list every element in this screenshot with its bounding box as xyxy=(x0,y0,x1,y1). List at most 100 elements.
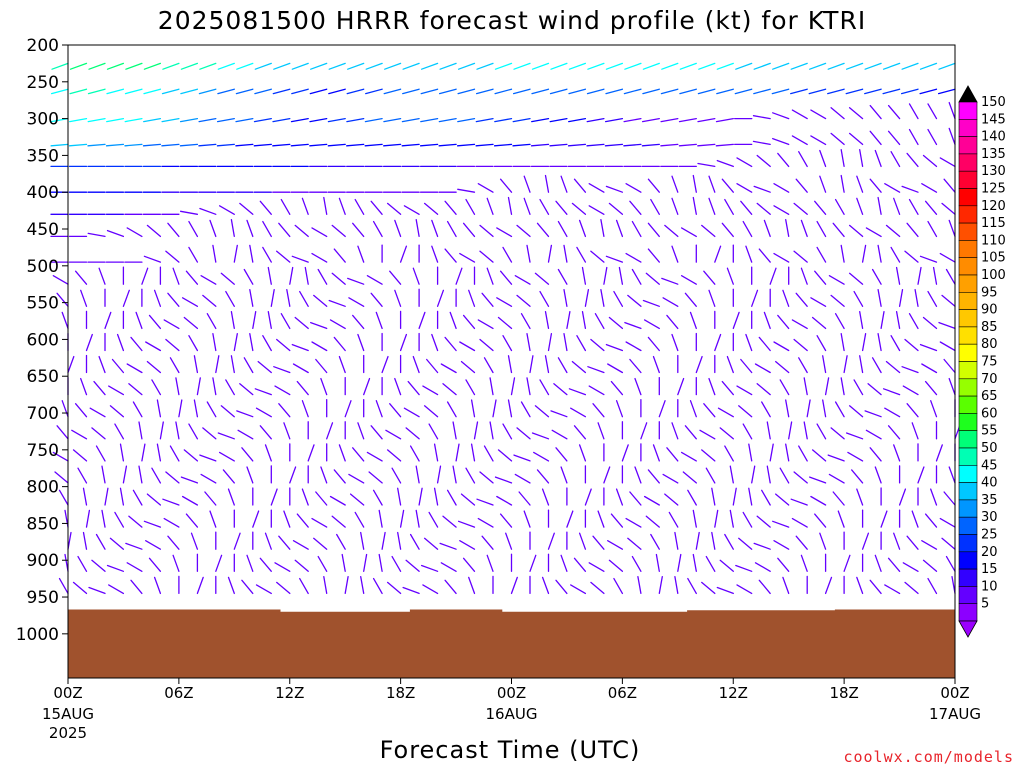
colorbar-segment xyxy=(958,326,978,345)
wind-barb xyxy=(241,447,254,462)
wind-barb xyxy=(893,532,901,550)
wind-barb xyxy=(526,333,531,352)
wind-barb xyxy=(438,117,457,123)
colorbar-label: 125 xyxy=(981,182,1006,197)
wind-barb xyxy=(296,513,309,528)
wind-barb xyxy=(468,576,476,595)
wind-barb xyxy=(590,581,605,595)
wind-barb xyxy=(439,62,457,70)
wind-barb xyxy=(368,471,383,484)
wind-barb xyxy=(753,185,771,193)
wind-barb xyxy=(74,403,88,418)
wind-barb xyxy=(856,576,864,595)
wind-barb xyxy=(386,202,402,215)
wind-barb xyxy=(423,405,439,418)
wind-barb xyxy=(67,355,75,374)
wind-barb xyxy=(391,467,402,484)
wind-barb xyxy=(678,117,697,123)
colorbar: 1501451401351301251201151101051009590858… xyxy=(958,85,1006,638)
colorbar-label: 85 xyxy=(981,320,998,335)
wind-barb xyxy=(623,117,642,123)
wind-barb xyxy=(627,537,642,550)
wind-barb xyxy=(724,198,734,215)
wind-barb xyxy=(346,88,365,95)
wind-barb xyxy=(243,357,254,374)
wind-barb xyxy=(153,576,162,595)
wind-barb xyxy=(830,132,845,146)
wind-barb xyxy=(202,294,217,307)
wind-barb xyxy=(272,88,291,95)
wind-barb xyxy=(85,509,91,528)
wind-barb xyxy=(138,421,143,440)
wind-barb xyxy=(328,88,346,95)
wind-barb xyxy=(859,149,864,168)
wind-barb xyxy=(603,466,611,484)
wind-barb xyxy=(890,246,901,263)
wind-barb xyxy=(72,449,88,462)
wind-barb xyxy=(175,377,180,396)
wind-barb xyxy=(822,355,827,374)
wind-barb xyxy=(446,401,457,418)
wind-barb xyxy=(179,210,199,215)
colorbar-segment xyxy=(958,568,978,587)
colorbar-label: 105 xyxy=(981,251,1006,266)
wind-barb xyxy=(631,268,642,285)
wind-barb xyxy=(697,143,716,147)
wind-barb xyxy=(167,535,180,550)
wind-barb xyxy=(758,248,771,263)
wind-barb xyxy=(465,467,476,484)
wind-barb xyxy=(148,557,162,572)
wind-barb xyxy=(87,143,106,147)
wind-barb xyxy=(193,355,199,374)
wind-barb xyxy=(629,200,642,215)
wind-barb xyxy=(751,465,756,484)
colorbar-label: 145 xyxy=(981,112,1006,127)
wind-barb xyxy=(715,143,734,147)
wind-barb xyxy=(188,423,199,440)
wind-barb xyxy=(301,488,309,506)
wind-barb xyxy=(363,553,368,572)
wind-barb xyxy=(772,62,790,70)
wind-barb xyxy=(716,88,734,95)
wind-barb xyxy=(791,319,808,330)
wind-barb xyxy=(465,379,476,396)
wind-barb xyxy=(811,316,827,330)
wind-barb xyxy=(736,584,753,595)
wind-barb xyxy=(88,62,106,70)
wind-barb xyxy=(276,338,291,352)
wind-barb xyxy=(264,532,272,550)
wind-barb xyxy=(124,117,143,123)
wind-barb xyxy=(795,535,808,550)
wind-barb xyxy=(555,579,568,595)
wind-barb xyxy=(299,577,309,595)
wind-barb xyxy=(848,405,864,418)
wind-barb xyxy=(906,152,919,168)
wind-barb xyxy=(840,333,845,352)
wind-barb xyxy=(108,584,125,595)
wind-barb xyxy=(239,383,254,396)
wind-barb xyxy=(736,183,753,193)
wind-barb xyxy=(856,197,864,215)
wind-barb xyxy=(433,487,439,506)
wind-barb xyxy=(399,333,408,352)
wind-barb xyxy=(329,319,346,330)
wind-barb xyxy=(296,380,309,396)
wind-barb xyxy=(273,366,291,374)
wind-barb xyxy=(772,137,790,146)
wind-barb xyxy=(130,579,143,595)
wind-barb xyxy=(668,511,679,528)
wind-barb xyxy=(304,266,309,285)
wind-barb xyxy=(172,554,180,572)
wind-barb xyxy=(255,407,272,418)
wind-barb xyxy=(475,143,494,147)
wind-barb xyxy=(924,380,938,396)
wind-barb xyxy=(212,333,217,352)
wind-barb xyxy=(671,175,679,193)
wind-barb xyxy=(446,220,457,238)
wind-barb xyxy=(111,358,125,374)
wind-barb xyxy=(384,62,402,70)
wind-barb xyxy=(181,297,199,307)
wind-barb xyxy=(403,205,420,215)
wind-barb xyxy=(518,491,531,506)
colorbar-label: 25 xyxy=(981,528,998,543)
